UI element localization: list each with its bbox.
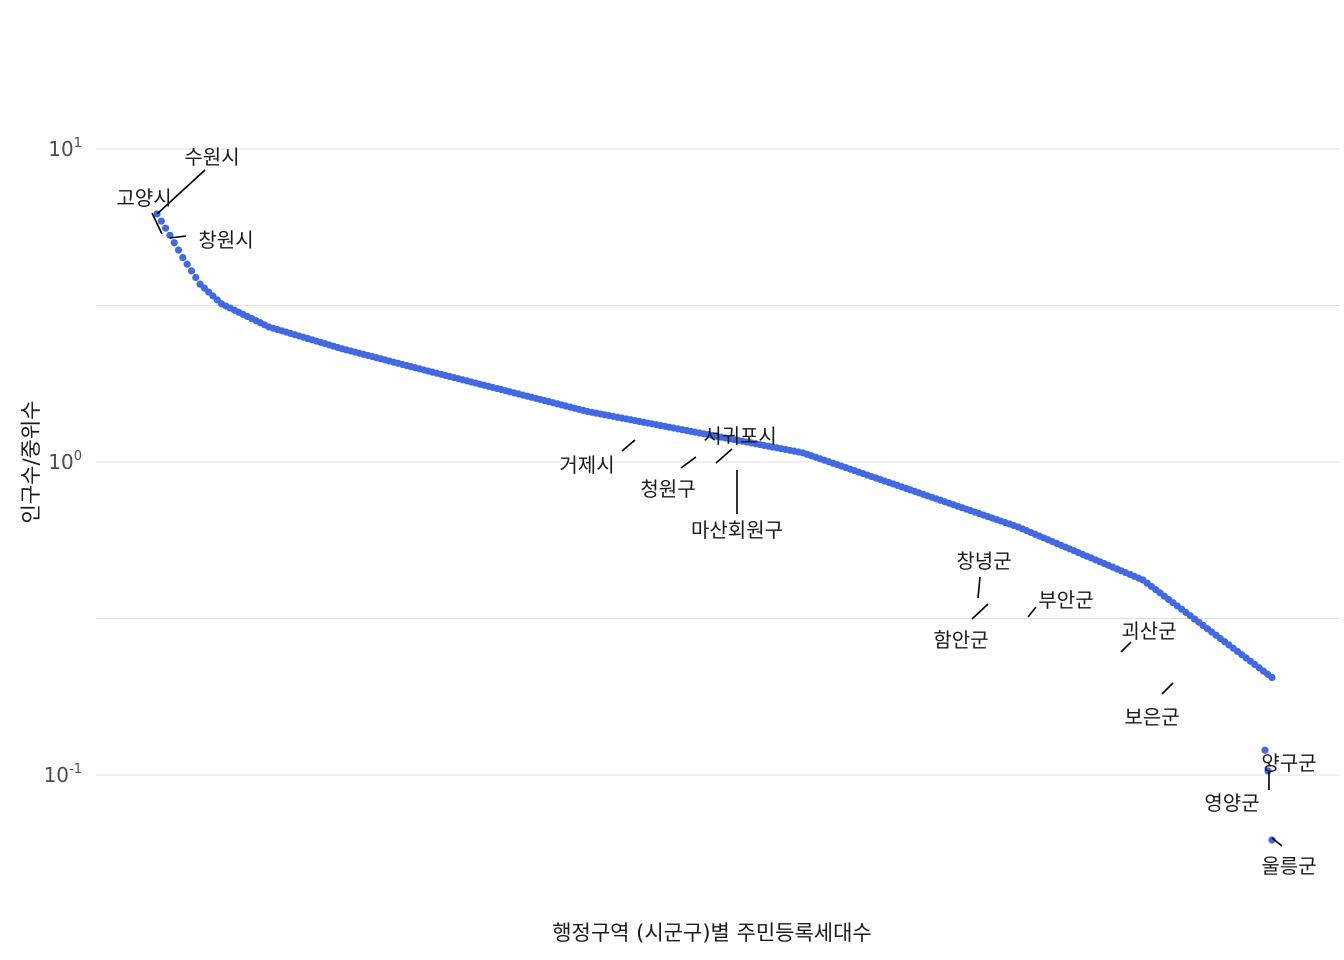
label-leader-line — [621, 439, 636, 452]
data-point — [192, 273, 200, 282]
point-label: 창녕군 — [956, 549, 1011, 573]
label-leader-line — [1267, 761, 1271, 767]
label-leader-line — [169, 235, 187, 239]
data-point — [1264, 767, 1272, 775]
label-leader-line — [1161, 682, 1174, 695]
y-axis-title: 인구수/중위수 — [19, 401, 43, 524]
point-label: 거제시 — [559, 453, 614, 477]
y-tick-label: 101 — [48, 136, 82, 161]
point-label: 고양시 — [116, 186, 171, 210]
point-label: 마산회원구 — [691, 518, 783, 542]
point-label: 영양군 — [1204, 791, 1259, 815]
label-leader-line — [1271, 837, 1283, 847]
point-label: 수원시 — [184, 145, 239, 169]
point-label: 양구군 — [1261, 751, 1316, 775]
data-point — [162, 224, 170, 232]
y-tick-label: 10-1 — [44, 762, 82, 787]
label-leader-line — [680, 456, 697, 469]
data-point — [183, 260, 191, 268]
data-point — [1261, 746, 1269, 754]
point-label: 보은군 — [1124, 705, 1179, 729]
data-point — [170, 239, 178, 247]
data-point — [187, 267, 196, 275]
label-leader-line — [1120, 641, 1132, 653]
point-label: 부안군 — [1038, 588, 1093, 612]
label-leader-line — [1027, 606, 1037, 618]
label-leader-line — [156, 169, 206, 215]
label-leader-line — [151, 212, 163, 235]
y-tick-label: 100 — [48, 449, 82, 474]
point-label: 괴산군 — [1121, 619, 1176, 643]
point-label: 서귀포시 — [703, 424, 777, 448]
label-leader-line — [971, 603, 989, 620]
label-leader-line — [977, 576, 981, 599]
data-points — [153, 210, 1276, 844]
y-axis-ticks: 101 100 10-1 — [44, 136, 82, 787]
data-point — [174, 246, 183, 254]
data-point — [1268, 673, 1276, 682]
data-point — [1268, 836, 1276, 844]
point-label: 함안군 — [933, 628, 988, 652]
point-label: 울릉군 — [1261, 854, 1316, 878]
point-label: 창원시 — [198, 228, 253, 252]
data-point — [157, 217, 165, 225]
x-axis-title: 행정구역 (시군구)별 주민등록세대수 — [552, 921, 872, 945]
data-point — [179, 253, 187, 262]
label-leader-line — [715, 448, 733, 464]
point-label: 청원구 — [640, 477, 695, 501]
